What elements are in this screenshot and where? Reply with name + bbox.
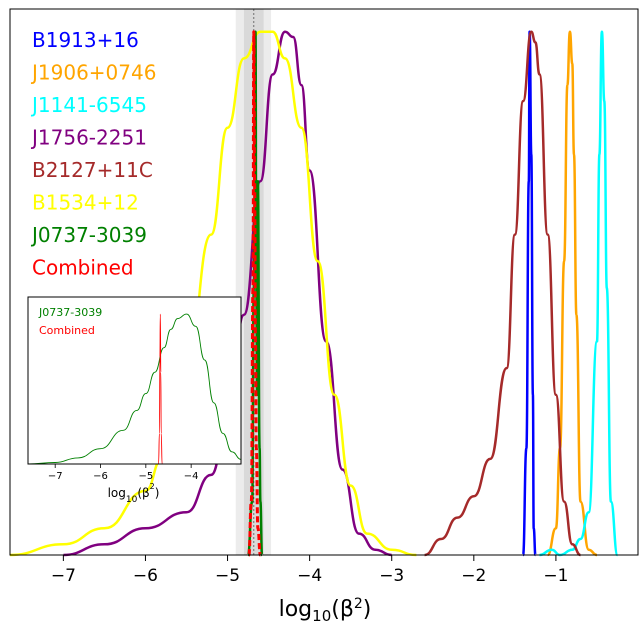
inset-chart: −7 −6 −5 −4 log10(β2) J0737-3039 Combined <box>27 296 242 505</box>
inset-legend-entry-combined: Combined <box>39 324 95 337</box>
inset-frame <box>27 296 242 465</box>
series-lines <box>9 30 619 557</box>
inset-series-line-j0737-3039 <box>27 313 242 465</box>
inset-x-tick-label: −6 <box>93 471 108 482</box>
x-tick-label: −5 <box>215 566 240 586</box>
inset-x-tick-label: −4 <box>184 471 199 482</box>
legend-entry-j1906-0746: J1906+0746 <box>30 61 156 85</box>
inset-legend-entry-j0737-3039: J0737-3039 <box>38 306 102 319</box>
series-line-j1141-6545 <box>539 30 619 557</box>
x-axis-label: log10(β2) <box>279 596 372 625</box>
x-tick-label: −4 <box>297 566 322 586</box>
series-line-b1913-16 <box>521 30 537 557</box>
series-line-combined <box>247 30 262 557</box>
legend-entry-b1913-16: B1913+16 <box>32 28 139 52</box>
x-tick-label: −6 <box>133 566 158 586</box>
series-line-b2127-11c <box>424 30 581 557</box>
legend-entry-j0737-3039: J0737-3039 <box>30 223 147 247</box>
inset-x-axis-ticks: −7 −6 −5 −4 <box>48 464 199 482</box>
inset-legend: J0737-3039 Combined <box>38 306 102 337</box>
x-axis-ticks: −7 −6 −5 −4 −3 −2 −1 <box>51 555 568 586</box>
inset-x-tick-label: −5 <box>138 471 153 482</box>
legend-entry-combined: Combined <box>32 256 134 280</box>
inset-background <box>28 297 241 464</box>
legend-entry-b2127-11c: B2127+11C <box>32 158 153 182</box>
x-tick-label: −1 <box>543 566 568 586</box>
x-tick-label: −7 <box>51 566 76 586</box>
inset-series-line-combined <box>158 313 163 465</box>
inset-series-lines <box>27 313 242 465</box>
legend: B1913+16 J1906+0746 J1141-6545 J1756-2251 B2… <box>30 28 156 280</box>
legend-entry-j1141-6545: J1141-6545 <box>30 93 147 117</box>
legend-entry-j1756-2251: J1756-2251 <box>30 126 147 150</box>
inset-x-tick-label: −7 <box>48 471 63 482</box>
plot-frame <box>9 8 639 556</box>
inset-x-axis-label: log10(β2) <box>108 482 160 505</box>
x-tick-label: −2 <box>461 566 486 586</box>
x-tick-label: −3 <box>379 566 404 586</box>
series-line-b1534-12 <box>9 30 417 557</box>
legend-entry-b1534-12: B1534+12 <box>32 191 139 215</box>
